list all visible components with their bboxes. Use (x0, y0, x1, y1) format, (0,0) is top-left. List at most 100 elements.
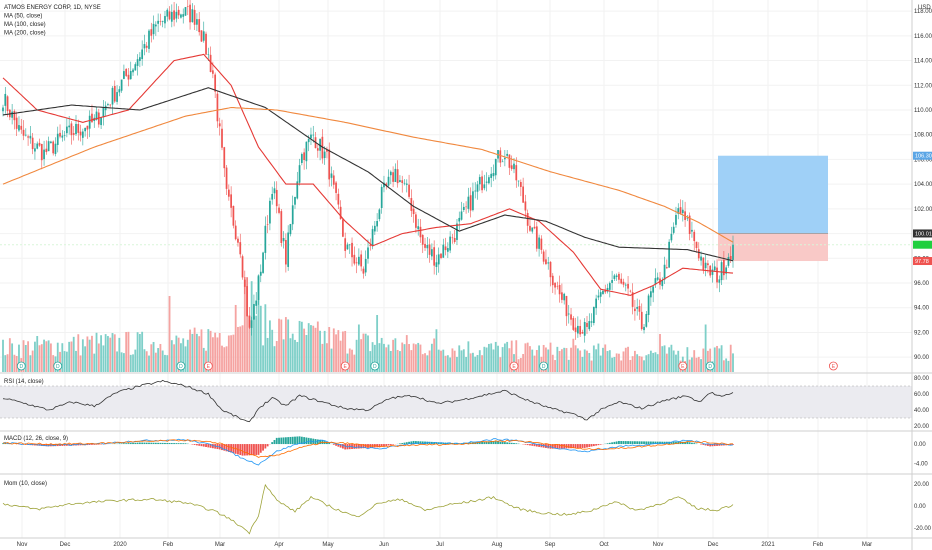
candle[interactable] (426, 244, 429, 249)
candle[interactable] (604, 290, 607, 293)
candle[interactable] (545, 259, 547, 265)
candle[interactable] (88, 115, 91, 129)
candle[interactable] (186, 6, 189, 7)
candle[interactable] (230, 194, 232, 208)
take-profit-zone[interactable] (718, 155, 828, 234)
mom-label[interactable]: Mom (10, close) (4, 481, 47, 487)
candle[interactable] (421, 234, 424, 245)
candle[interactable] (437, 254, 440, 265)
candle[interactable] (86, 125, 89, 130)
candle[interactable] (444, 246, 447, 251)
candle[interactable] (237, 238, 239, 243)
candle[interactable] (148, 30, 150, 49)
candle[interactable] (583, 322, 586, 336)
candle[interactable] (38, 142, 41, 146)
candle[interactable] (704, 262, 707, 269)
candle[interactable] (490, 173, 493, 178)
candle[interactable] (691, 229, 693, 232)
candle[interactable] (729, 256, 732, 260)
candle[interactable] (50, 141, 52, 144)
candle[interactable] (70, 123, 73, 136)
candle[interactable] (266, 224, 269, 225)
candle[interactable] (697, 249, 700, 259)
position-tool[interactable] (0, 155, 912, 262)
legend-ma100[interactable]: MA (100, close) (4, 22, 46, 28)
candle[interactable] (725, 267, 728, 274)
candle[interactable] (492, 173, 495, 177)
candle[interactable] (125, 68, 128, 76)
candle[interactable] (218, 123, 221, 127)
candle[interactable] (56, 133, 59, 145)
candle[interactable] (107, 104, 109, 106)
candle[interactable] (481, 176, 483, 191)
candle[interactable] (173, 10, 175, 20)
candle[interactable] (348, 244, 351, 246)
candle[interactable] (431, 249, 433, 257)
candle[interactable] (433, 247, 436, 266)
candle[interactable] (225, 167, 228, 189)
candle[interactable] (200, 30, 203, 42)
candle[interactable] (526, 212, 529, 226)
candle[interactable] (417, 226, 420, 230)
candle[interactable] (246, 286, 248, 317)
candle[interactable] (243, 279, 246, 287)
candle[interactable] (460, 211, 463, 220)
candle[interactable] (275, 189, 278, 207)
candle[interactable] (483, 184, 486, 189)
candle[interactable] (339, 206, 342, 220)
candle[interactable] (269, 200, 271, 224)
candle[interactable] (636, 306, 639, 309)
candle[interactable] (95, 111, 98, 120)
stop-loss-zone[interactable] (718, 233, 828, 262)
candle[interactable] (399, 180, 401, 183)
candle[interactable] (262, 252, 264, 273)
candle[interactable] (449, 236, 451, 251)
candle[interactable] (383, 182, 385, 188)
candle[interactable] (376, 221, 378, 227)
candle[interactable] (120, 79, 123, 91)
candle[interactable] (677, 208, 680, 214)
candle[interactable] (652, 286, 655, 293)
candle[interactable] (387, 176, 390, 186)
candle[interactable] (332, 175, 335, 185)
candle[interactable] (2, 107, 4, 112)
candle[interactable] (139, 57, 141, 61)
candle[interactable] (227, 189, 230, 197)
candle[interactable] (494, 158, 497, 176)
candle[interactable] (389, 171, 392, 176)
candle[interactable] (259, 271, 262, 276)
event-marker-earnings[interactable]: E (203, 361, 213, 371)
candle[interactable] (18, 125, 20, 131)
candle[interactable] (207, 54, 210, 56)
candle[interactable] (75, 123, 77, 135)
candle[interactable] (221, 128, 223, 148)
candle[interactable] (446, 248, 449, 252)
candle[interactable] (353, 254, 356, 264)
macd-label[interactable]: MACD (12, 26, close, 9) (4, 436, 68, 442)
candle[interactable] (234, 225, 237, 240)
candle[interactable] (239, 242, 242, 255)
candle[interactable] (205, 33, 207, 55)
candle[interactable] (362, 268, 365, 274)
candle[interactable] (380, 186, 383, 209)
candle[interactable] (394, 168, 397, 183)
candle[interactable] (216, 93, 219, 122)
candle[interactable] (574, 327, 577, 332)
candle[interactable] (223, 147, 226, 169)
candle[interactable] (517, 180, 520, 182)
candle[interactable] (330, 173, 333, 178)
candle[interactable] (47, 141, 50, 152)
candle[interactable] (307, 138, 310, 143)
candle[interactable] (624, 284, 627, 286)
candle[interactable] (278, 207, 280, 213)
candle[interactable] (84, 127, 86, 132)
candle[interactable] (154, 24, 157, 27)
event-marker-earnings[interactable]: E (678, 361, 688, 371)
candle[interactable] (686, 217, 689, 219)
candle[interactable] (522, 186, 524, 203)
candle[interactable] (412, 208, 415, 215)
legend-ma50[interactable]: MA (50, close) (4, 14, 42, 20)
candle[interactable] (519, 182, 522, 187)
candle[interactable] (189, 4, 191, 23)
candle[interactable] (631, 292, 634, 307)
